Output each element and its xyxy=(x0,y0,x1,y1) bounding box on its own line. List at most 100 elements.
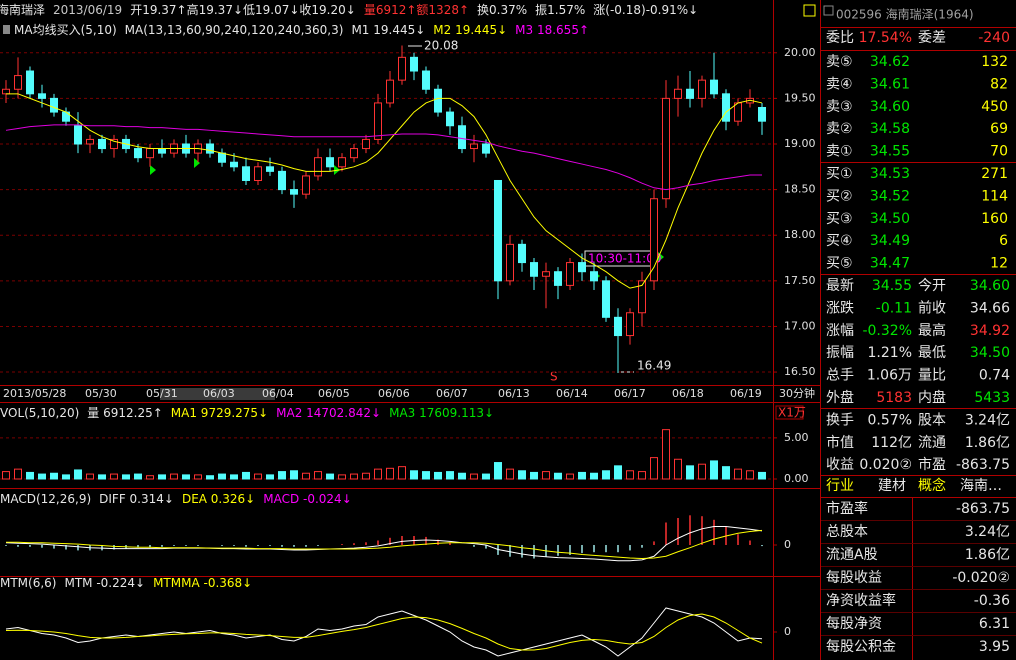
date-label: 06/07 xyxy=(436,387,468,400)
quote-cell: 0.57% xyxy=(868,412,912,428)
quote-cell: 最新 xyxy=(826,278,854,294)
quote-cell: 0.74 xyxy=(979,368,1010,384)
window-icon[interactable] xyxy=(803,4,816,17)
volume-bar xyxy=(146,475,154,480)
volume-bar xyxy=(278,471,286,480)
quote-cell: 前收 xyxy=(918,299,946,316)
candle-body xyxy=(38,93,46,99)
fund-label: 每股收益 xyxy=(826,570,882,586)
quote-title: 002596 海南瑞泽(1964) xyxy=(836,7,974,22)
volume-bar xyxy=(578,471,586,480)
scroll-thumb[interactable] xyxy=(160,388,275,400)
legend: MA均线买入(5,10) MA(13,13,60,90,240,120,240,3… xyxy=(14,23,589,37)
panel-icon[interactable] xyxy=(823,5,834,16)
order-label: 买② xyxy=(826,188,853,204)
volume-bar xyxy=(434,471,442,480)
candle-body xyxy=(554,271,562,286)
candle-body xyxy=(686,88,694,99)
candle-body xyxy=(734,102,742,122)
legend-item: DEA 0.326↓ xyxy=(182,492,255,506)
order-price: 34.49 xyxy=(870,233,910,249)
volume-bar xyxy=(302,472,310,480)
fund-value: 1.86亿 xyxy=(965,547,1010,563)
volume-bar xyxy=(50,472,58,480)
legend-item: MTMMA -0.368↓ xyxy=(153,576,252,590)
order-label: 卖⑤ xyxy=(826,54,853,70)
quote-cell: 市值 xyxy=(826,434,854,451)
candle-body xyxy=(578,262,586,273)
signal-marker: S xyxy=(550,370,558,384)
legend-item: MA1 9729.275↓ xyxy=(171,406,268,420)
volume-bar xyxy=(566,473,574,480)
order-volume: 450 xyxy=(981,99,1008,115)
y-tick-label: 18.00 xyxy=(784,228,816,241)
candle-body xyxy=(638,280,646,314)
legend-item: MA均线买入(5,10) xyxy=(14,23,117,37)
industry-cell: 海南… xyxy=(960,478,1002,494)
volume-bar xyxy=(494,462,502,480)
volume-bar xyxy=(614,465,622,480)
candle-body xyxy=(506,243,514,282)
date-label: 06/13 xyxy=(498,387,530,400)
fund-value: -0.020② xyxy=(952,570,1010,586)
industry-cell: 行业 xyxy=(826,478,854,494)
legend-item: DIFF 0.314↓ xyxy=(99,492,174,506)
volume-bar xyxy=(458,472,466,480)
order-label: 买⑤ xyxy=(826,256,853,272)
quote-cell: 流通 xyxy=(918,435,946,451)
order-label: 卖④ xyxy=(826,76,853,92)
order-volume: 114 xyxy=(981,188,1008,204)
quote-cell: 委比 xyxy=(826,30,854,46)
volume-bar xyxy=(530,471,538,480)
date-label: 06/18 xyxy=(672,387,704,400)
volume-bar xyxy=(362,472,370,480)
y-tick-label: 0.00 xyxy=(784,472,809,485)
order-price: 34.58 xyxy=(870,121,910,137)
period-label[interactable]: 30分钟 xyxy=(779,386,815,400)
quote-cell: 3.24亿 xyxy=(965,412,1010,428)
date-label: 2013/05/28 xyxy=(3,387,66,400)
volume-bar xyxy=(170,473,178,480)
volume-bar xyxy=(134,473,142,480)
candle-body xyxy=(218,152,226,163)
volume-bar xyxy=(338,474,346,480)
quote-cell: 最高 xyxy=(918,322,946,339)
quote-cell: -863.75 xyxy=(956,457,1010,473)
volume-bar xyxy=(422,471,430,480)
volume-bar xyxy=(518,470,526,480)
candle-body xyxy=(386,79,394,104)
volume-bar xyxy=(158,474,166,480)
date-label: 06/17 xyxy=(614,387,646,400)
legend-item: 开19.37↑高19.37↓低19.07↓收19.20↓ xyxy=(130,2,356,17)
order-volume: 82 xyxy=(990,76,1008,92)
unit-box xyxy=(775,405,804,420)
candle-body xyxy=(338,157,346,168)
legend: MTM(6,6) MTM -0.224↓ MTMMA -0.368↓ xyxy=(0,576,252,590)
buy-signal xyxy=(150,165,156,175)
order-price: 34.52 xyxy=(870,188,910,204)
volume-bar xyxy=(14,468,22,480)
y-tick-label: 19.00 xyxy=(784,137,816,150)
candle-body xyxy=(98,138,106,150)
quote-cell: 112亿 xyxy=(871,435,912,451)
date-label: 06/14 xyxy=(556,387,588,400)
order-label: 买④ xyxy=(826,233,853,249)
candle-body xyxy=(350,148,358,159)
quote-cell: 34.50 xyxy=(970,345,1010,361)
fund-label: 总股本 xyxy=(826,524,868,540)
quote-cell: 涨幅 xyxy=(826,323,854,339)
candle-body xyxy=(494,179,502,282)
candle-body xyxy=(266,166,274,172)
volume-bar xyxy=(602,470,610,480)
candle-body xyxy=(110,138,118,150)
candle-body xyxy=(50,97,58,113)
quote-cell: 0.020② xyxy=(859,457,912,473)
volume-bar xyxy=(326,473,334,480)
legend-item: MA(13,13,60,90,240,120,240,360,3) xyxy=(125,23,344,37)
volume-bar xyxy=(350,473,358,480)
quote-cell: 最低 xyxy=(918,345,946,361)
order-label: 卖③ xyxy=(826,99,853,115)
volume-bar xyxy=(110,473,118,480)
candle-body xyxy=(542,271,550,277)
legend-item: VOL(5,10,20) xyxy=(0,406,79,420)
